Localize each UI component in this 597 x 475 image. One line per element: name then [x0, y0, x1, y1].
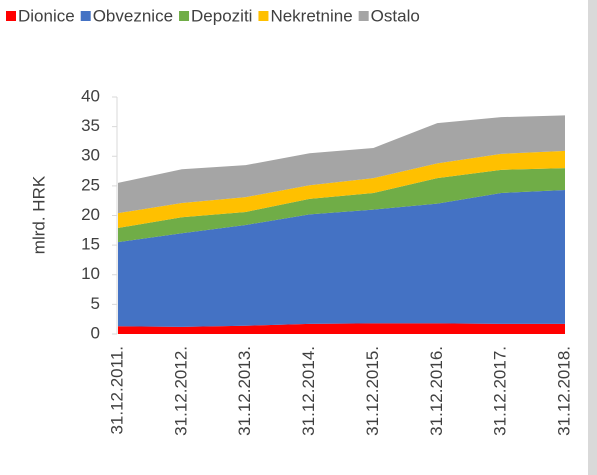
y-tick-label: 40 [81, 86, 100, 105]
y-tick-label: 0 [91, 323, 100, 342]
y-axis-label: mlrd. HRK [29, 175, 48, 254]
legend-label: Obveznice [93, 6, 173, 25]
x-tick-label: 31.12.2013. [235, 346, 254, 436]
legend-label: Dionice [18, 6, 75, 25]
legend-label: Ostalo [371, 6, 420, 25]
y-tick-label: 30 [81, 146, 100, 165]
y-tick-label: 10 [81, 264, 100, 283]
legend-swatch [258, 11, 269, 21]
y-tick-label: 5 [91, 294, 100, 313]
legend-swatch [80, 11, 91, 21]
legend-swatch [179, 11, 190, 21]
x-tick-label: 31.12.2018. [554, 346, 573, 436]
window-edge [588, 0, 597, 475]
y-tick-label: 15 [81, 235, 100, 254]
area [118, 150, 565, 228]
legend-label: Nekretnine [270, 6, 352, 25]
y-tick-label: 25 [81, 175, 100, 194]
legend-swatch [6, 11, 16, 21]
y-tick-label: 35 [81, 116, 100, 135]
y-tick-label: 20 [81, 205, 100, 224]
x-tick-label: 31.12.2017. [491, 346, 510, 436]
area [118, 115, 565, 214]
x-tick-label: 31.12.2014. [299, 346, 318, 436]
area [118, 323, 565, 334]
x-tick-label: 31.12.2012. [171, 346, 190, 436]
x-tick-label: 31.12.2011. [107, 346, 126, 435]
x-tick-label: 31.12.2016. [427, 346, 446, 436]
legend-swatch [358, 11, 369, 21]
area [118, 168, 565, 243]
legend-label: Depoziti [191, 6, 252, 25]
x-tick-label: 31.12.2015. [363, 346, 382, 436]
area [118, 190, 565, 327]
